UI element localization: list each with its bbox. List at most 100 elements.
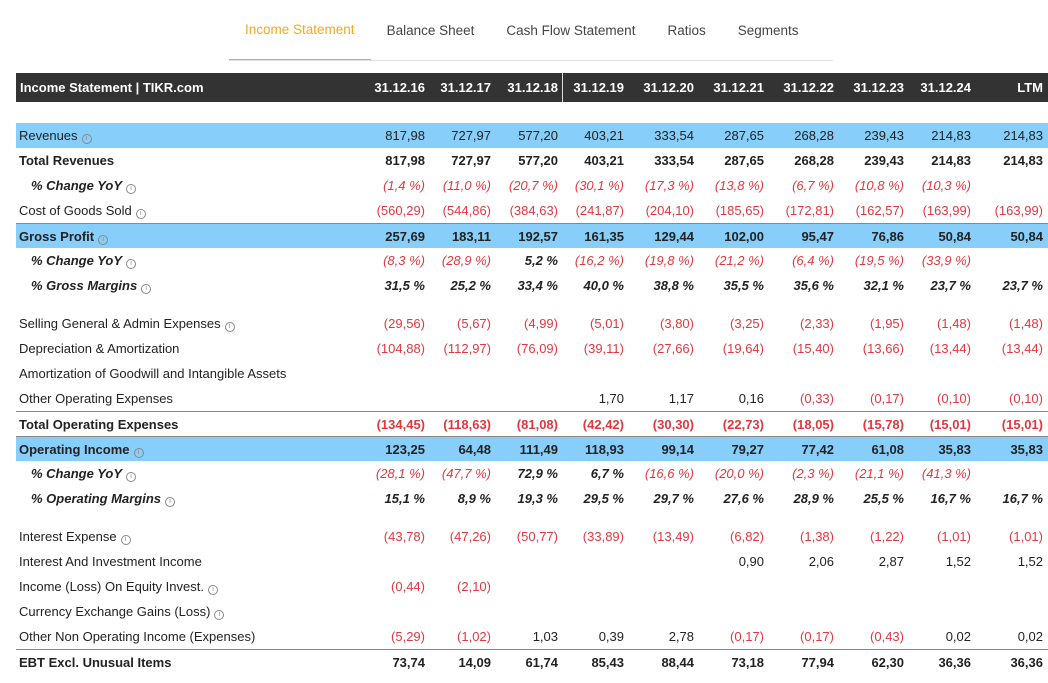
value-cell: (28,1 %)	[375, 466, 425, 481]
info-icon[interactable]: i	[135, 209, 146, 219]
info-icon[interactable]: i	[126, 472, 137, 482]
tab-divider	[229, 60, 833, 61]
table-row[interactable]: Depreciation & Amortization (104,88) (112,…	[16, 336, 1048, 361]
table-row[interactable]: Amortization of Goodwill and Intangible …	[16, 361, 1048, 386]
value-cell: (1,4 %)	[383, 178, 425, 193]
table-row[interactable]: Interest Expense i (43,78) (47,26) (50,77) (3…	[16, 524, 1048, 549]
info-icon[interactable]: i	[81, 134, 92, 144]
table-row[interactable]: Other Operating Expenses 1,70 1,17 0,16 (0,3…	[16, 386, 1048, 411]
table-row[interactable]: % Change YoY i (8,3 %) (28,9 %) 5,2 % (16,2 %…	[16, 248, 1048, 273]
table-row[interactable]: Revenues i 817,98 727,97 577,20 403,21 333,54 2…	[16, 123, 1048, 148]
table-row[interactable]: EBT Excl. Unusual Items 73,74 14,09 61,74 85…	[16, 649, 1048, 674]
income-statement-table: Revenues i 817,98 727,97 577,20 403,21 333,54 2…	[16, 123, 1048, 674]
value-cell: 1,03	[532, 629, 558, 644]
info-icon[interactable]: i	[126, 184, 137, 194]
period-header[interactable]: 31.12.20	[643, 80, 694, 95]
value-cell: (3,25)	[730, 316, 764, 331]
tab-segments[interactable]: Segments	[737, 22, 799, 38]
value-cell: (0,17)	[870, 391, 904, 406]
value-cell: (6,4 %)	[792, 253, 834, 268]
period-header[interactable]: 31.12.18	[507, 80, 558, 95]
value-cell: 28,9 %	[793, 491, 834, 506]
value-cell: (4,99)	[524, 316, 558, 331]
period-header[interactable]: 31.12.21	[713, 80, 764, 95]
row-label: % Change YoY i	[31, 173, 137, 198]
row-label-text: Revenues	[19, 128, 78, 143]
value-cell: 727,97	[451, 128, 491, 143]
period-header[interactable]: 31.12.22	[783, 80, 834, 95]
value-cell: 727,97	[451, 153, 491, 168]
value-cell: 0,39	[598, 629, 624, 644]
row-label: Depreciation & Amortization	[19, 336, 179, 361]
table-row[interactable]: Operating Income i 123,25 64,48 111,49 118,93…	[16, 436, 1048, 461]
value-cell: (6,82)	[730, 529, 764, 544]
info-icon[interactable]: i	[214, 610, 225, 620]
info-icon[interactable]: i	[224, 322, 235, 332]
value-cell: 15,1 %	[384, 491, 425, 506]
row-label: Revenues i	[19, 123, 92, 148]
row-label-text: EBT Excl. Unusual Items	[19, 655, 172, 670]
tab-balance-sheet[interactable]: Balance Sheet	[386, 22, 475, 38]
value-cell: (6,7 %)	[792, 178, 834, 193]
table-row[interactable]: Total Operating Expenses (134,45) (118,63)…	[16, 411, 1048, 436]
period-header[interactable]: 31.12.17	[440, 80, 491, 95]
value-cell: (21,2 %)	[714, 253, 764, 268]
table-row[interactable]: % Change YoY i (28,1 %) (47,7 %) 72,9 % 6,7 %…	[16, 461, 1048, 486]
value-cell: (384,63)	[509, 203, 558, 218]
tab-income-statement[interactable]: Income Statement	[229, 0, 371, 61]
table-row[interactable]: Gross Profit i 257,69 183,11 192,57 161,35 129…	[16, 223, 1048, 248]
table-row[interactable]: Selling General & Admin Expenses i (29,56)…	[16, 311, 1048, 336]
table-row[interactable]: Other Non Operating Income (Expenses) (5,…	[16, 624, 1048, 649]
value-cell: 2,78	[668, 629, 694, 644]
row-label-text: Income (Loss) On Equity Invest.	[19, 579, 204, 594]
tab-ratios[interactable]: Ratios	[667, 22, 706, 38]
value-cell: 16,7 %	[930, 491, 971, 506]
value-cell: 333,54	[654, 128, 694, 143]
table-row[interactable]: Total Revenues 817,98 727,97 577,20 403,21 33…	[16, 148, 1048, 173]
row-label: Gross Profit i	[19, 224, 109, 249]
value-cell: (2,10)	[457, 579, 491, 594]
value-cell: (172,81)	[785, 203, 834, 218]
value-cell: (118,63)	[443, 417, 491, 432]
row-label: Selling General & Admin Expenses i	[19, 311, 235, 336]
table-row[interactable]: % Change YoY i (1,4 %) (11,0 %) (20,7 %) (30,…	[16, 173, 1048, 198]
period-header[interactable]: 31.12.19	[573, 80, 624, 95]
value-cell: (15,40)	[792, 341, 834, 356]
period-header[interactable]: 31.12.16	[374, 80, 425, 95]
value-cell: (163,99)	[994, 203, 1043, 218]
info-icon[interactable]: i	[207, 585, 218, 595]
row-label: Amortization of Goodwill and Intangible …	[19, 361, 286, 386]
row-label-text: % Change YoY	[31, 253, 123, 268]
value-cell: (28,9 %)	[441, 253, 491, 268]
table-row[interactable]: Cost of Goods Sold i (560,29) (544,86) (384,…	[16, 198, 1048, 223]
value-cell: (1,01)	[937, 529, 971, 544]
value-cell: (13,49)	[652, 529, 694, 544]
table-row[interactable]: % Gross Margins i 31,5 % 25,2 % 33,4 % 40,0 %…	[16, 273, 1048, 298]
table-row[interactable]: Income (Loss) On Equity Invest. i (0,44) (2…	[16, 574, 1048, 599]
value-cell: (0,17)	[800, 629, 834, 644]
value-cell: (1,22)	[870, 529, 904, 544]
info-icon[interactable]: i	[120, 535, 131, 545]
table-row[interactable]: % Operating Margins i 15,1 % 8,9 % 19,3 % 29,…	[16, 486, 1048, 511]
info-icon[interactable]: i	[126, 259, 137, 269]
info-icon[interactable]: i	[98, 235, 109, 245]
value-cell: (27,66)	[652, 341, 694, 356]
info-icon[interactable]: i	[141, 284, 152, 294]
period-header[interactable]: LTM	[1017, 80, 1043, 95]
info-icon[interactable]: i	[133, 448, 144, 458]
tab-cash-flow-statement[interactable]: Cash Flow Statement	[506, 22, 636, 38]
value-cell: (13,44)	[929, 341, 971, 356]
value-cell: (19,5 %)	[854, 253, 904, 268]
value-cell: 111,49	[519, 442, 558, 457]
value-cell: (42,42)	[582, 417, 624, 432]
table-row[interactable]: Currency Exchange Gains (Loss) i	[16, 599, 1048, 624]
value-cell: 29,5 %	[583, 491, 624, 506]
row-label: Total Revenues	[19, 148, 114, 173]
period-header[interactable]: 31.12.24	[920, 80, 971, 95]
period-header[interactable]: 31.12.23	[853, 80, 904, 95]
info-icon[interactable]: i	[165, 497, 176, 507]
value-cell: 50,84	[1010, 229, 1043, 244]
statement-tabs: Income Statement Balance Sheet Cash Flow S…	[229, 0, 815, 61]
table-row[interactable]: Interest And Investment Income 0,90 2,06 2,…	[16, 549, 1048, 574]
value-cell: 77,94	[801, 655, 834, 670]
